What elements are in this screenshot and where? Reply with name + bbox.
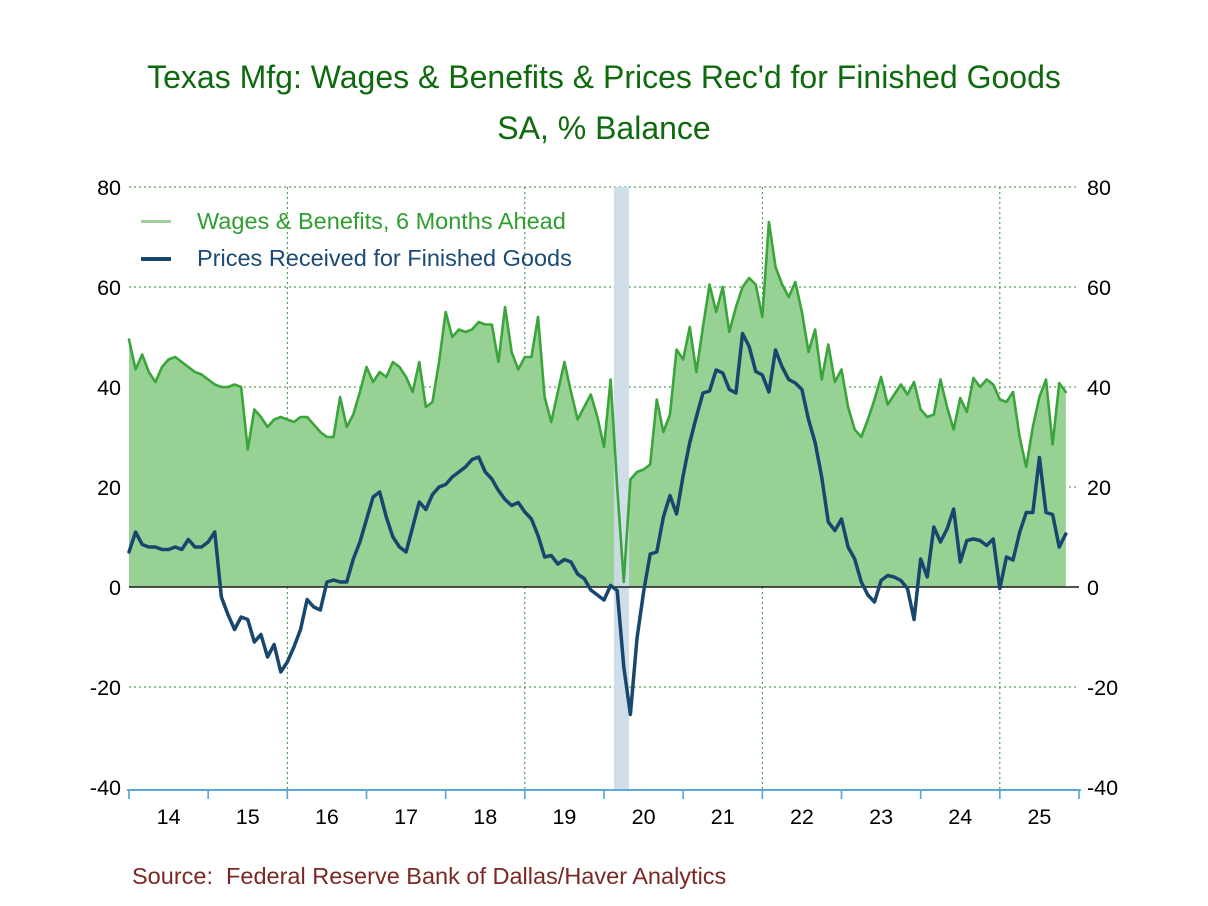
svg-text:-20: -20 [1087,676,1118,700]
svg-text:0: 0 [109,576,121,600]
svg-text:14: 14 [157,805,181,829]
svg-text:24: 24 [948,805,972,829]
svg-text:60: 60 [1087,276,1111,300]
svg-text:21: 21 [711,805,735,829]
svg-text:40: 40 [1087,376,1111,400]
svg-text:25: 25 [1027,805,1051,829]
wages-series-swatch-icon [141,220,171,223]
svg-text:16: 16 [315,805,339,829]
legend: Wages & Benefits, 6 Months Ahead Prices … [141,203,572,277]
svg-text:23: 23 [869,805,893,829]
svg-text:0: 0 [1087,576,1099,600]
svg-text:20: 20 [632,805,656,829]
svg-text:19: 19 [552,805,576,829]
legend-item-prices: Prices Received for Finished Goods [141,240,572,277]
chart-title-line1: Texas Mfg: Wages & Benefits & Prices Rec… [147,59,1061,95]
legend-label-wages: Wages & Benefits, 6 Months Ahead [197,208,566,234]
svg-text:60: 60 [97,276,121,300]
prices-series-swatch-icon [141,256,171,261]
source-note: Source: Federal Reserve Bank of Dallas/H… [132,863,727,889]
legend-item-wages: Wages & Benefits, 6 Months Ahead [141,203,572,240]
svg-text:-20: -20 [90,676,121,700]
chart-title-line2: SA, % Balance [497,110,711,146]
svg-text:17: 17 [394,805,418,829]
svg-text:18: 18 [473,805,497,829]
svg-text:15: 15 [236,805,260,829]
svg-text:-40: -40 [90,776,121,800]
svg-text:80: 80 [1087,176,1111,200]
svg-text:-40: -40 [1087,776,1118,800]
svg-text:20: 20 [1087,476,1111,500]
svg-text:40: 40 [97,376,121,400]
svg-text:22: 22 [790,805,814,829]
legend-label-prices: Prices Received for Finished Goods [197,245,572,271]
svg-text:20: 20 [97,476,121,500]
chart-title: Texas Mfg: Wages & Benefits & Prices Rec… [0,52,1208,154]
svg-text:80: 80 [97,176,121,200]
